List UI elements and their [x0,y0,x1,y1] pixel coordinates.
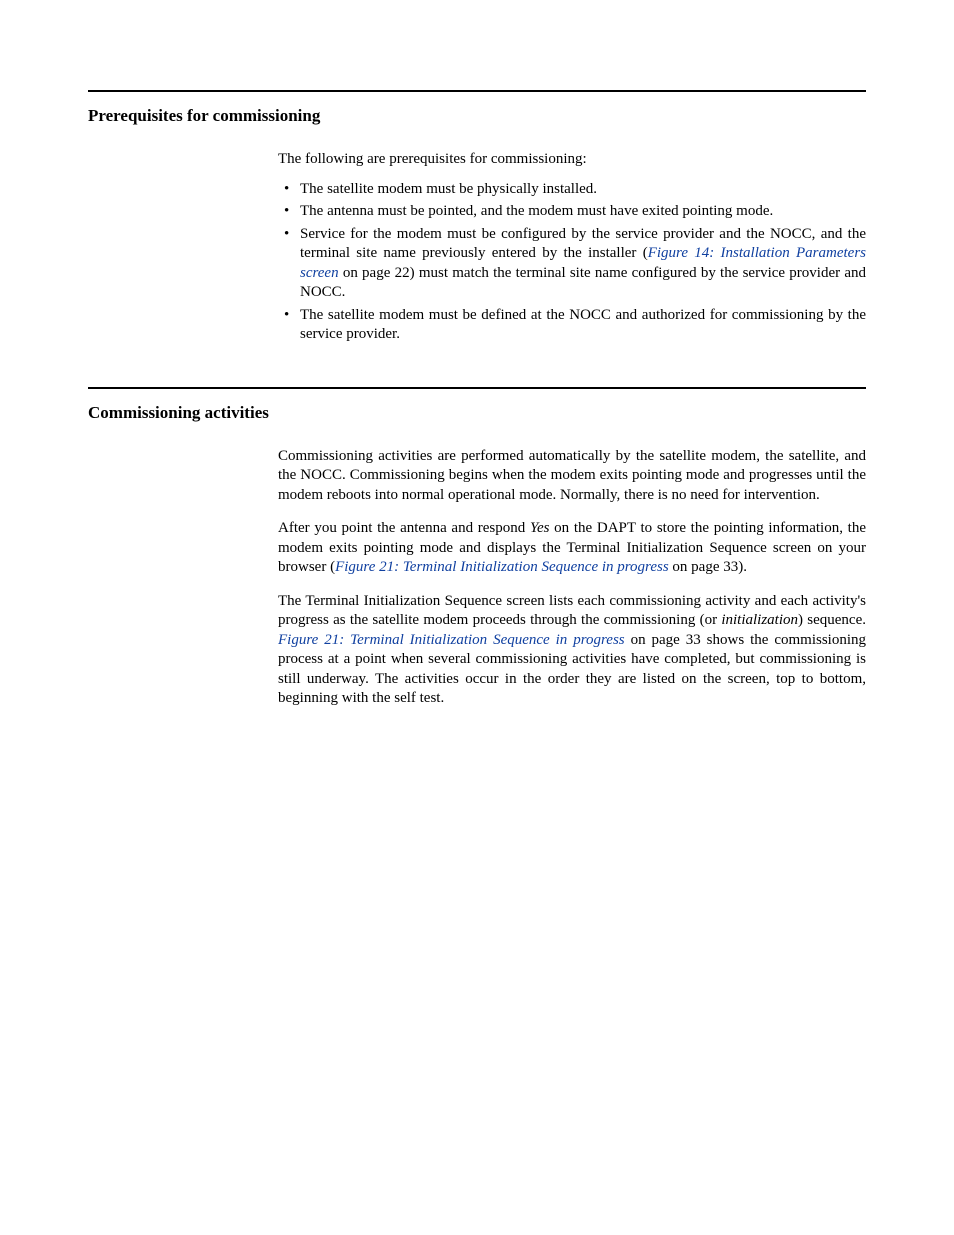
p3-mid: ) sequence. [798,612,866,628]
p3-initialization: initialization [721,612,798,628]
figure-21-link-a[interactable]: Figure 21: Terminal Initialization Seque… [335,559,669,575]
commissioning-p3: The Terminal Initialization Sequence scr… [278,592,866,709]
prereq-item-3-post: on page 22) must match the terminal site… [300,265,866,301]
p2-yes: Yes [530,520,549,536]
figure-21-link-b[interactable]: Figure 21: Terminal Initialization Seque… [278,632,625,648]
prereq-item-2: The antenna must be pointed, and the mod… [278,202,866,222]
body-prerequisites: The following are prerequisites for comm… [278,150,866,345]
body-commissioning: Commissioning activities are performed a… [278,447,866,709]
prereq-intro: The following are prerequisites for comm… [278,150,866,170]
section-commissioning: Commissioning activities Commissioning a… [88,387,866,709]
prereq-item-3: Service for the modem must be configured… [278,225,866,303]
p2-post: on page 33). [669,559,747,575]
section-prerequisites: Prerequisites for commissioning The foll… [88,90,866,345]
prereq-item-4: The satellite modem must be defined at t… [278,306,866,345]
page-container: Prerequisites for commissioning The foll… [0,0,954,1235]
heading-commissioning: Commissioning activities [88,387,866,423]
commissioning-p2: After you point the antenna and respond … [278,519,866,578]
p2-pre: After you point the antenna and respond [278,520,530,536]
heading-prerequisites: Prerequisites for commissioning [88,90,866,126]
commissioning-p1: Commissioning activities are performed a… [278,447,866,506]
prereq-list: The satellite modem must be physically i… [278,180,866,345]
prereq-item-1: The satellite modem must be physically i… [278,180,866,200]
